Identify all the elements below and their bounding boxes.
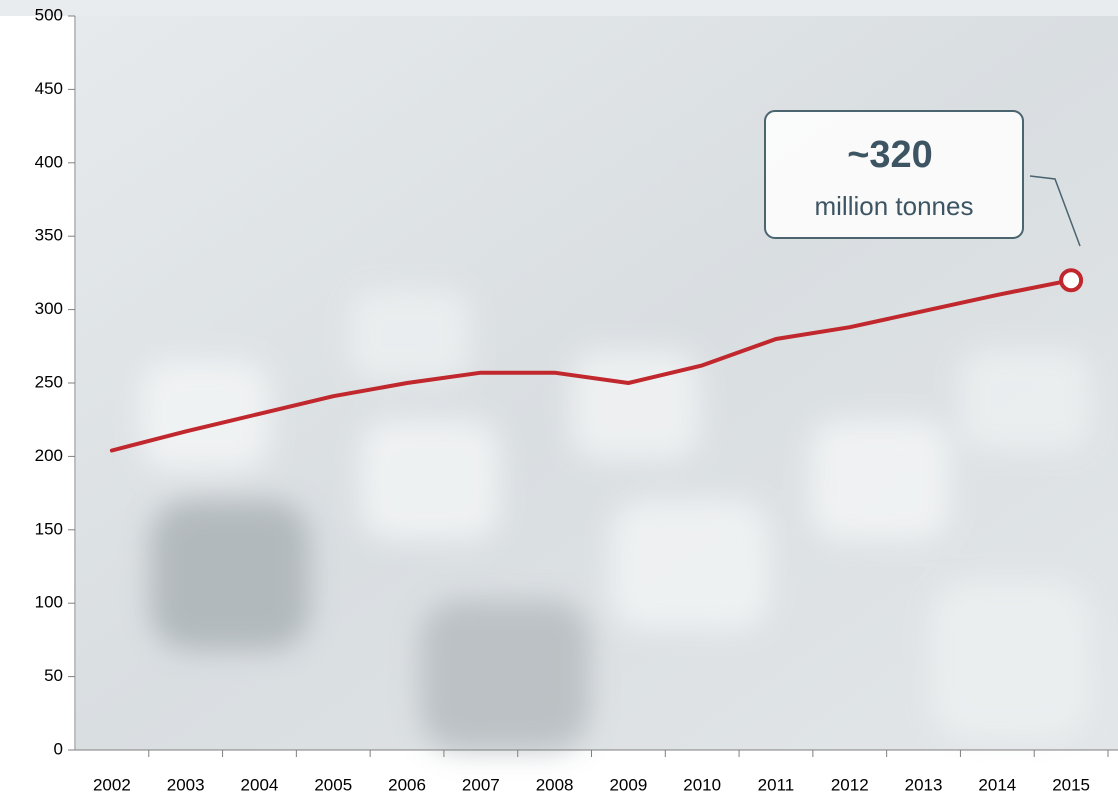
y-tick-label: 100 — [35, 593, 63, 612]
x-tick-label: 2012 — [831, 775, 869, 794]
y-tick-label: 150 — [35, 519, 63, 538]
x-tick-label: 2004 — [241, 775, 279, 794]
callout-unit: million tonnes — [815, 191, 974, 221]
x-tick-label: 2005 — [314, 775, 352, 794]
x-tick-label: 2011 — [758, 775, 795, 794]
callout-leader — [1029, 175, 1081, 247]
x-tick-label: 2013 — [905, 775, 943, 794]
x-tick-label: 2014 — [978, 775, 1016, 794]
x-tick-label: 2015 — [1052, 775, 1090, 794]
x-tick-label: 2002 — [93, 775, 131, 794]
x-tick-label: 2009 — [609, 775, 647, 794]
top-strip — [0, 0, 1118, 16]
y-tick-label: 350 — [35, 226, 63, 245]
callout-box — [764, 110, 1024, 239]
y-tick-label: 200 — [35, 446, 63, 465]
y-tick-label: 450 — [35, 79, 63, 98]
y-tick-label: 50 — [44, 666, 63, 685]
y-tick-label: 250 — [35, 372, 63, 391]
x-tick-label: 2007 — [462, 775, 500, 794]
x-tick-label: 2008 — [536, 775, 574, 794]
line — [109, 278, 1074, 453]
callout-value: ~320 — [847, 134, 933, 176]
callout: ~320 million tonnes — [764, 110, 1081, 247]
x-tick-label: 2003 — [167, 775, 205, 794]
y-tick-label: 0 — [54, 739, 63, 758]
y-tick-label: 500 — [35, 5, 63, 24]
x-tick-label: 2010 — [683, 775, 721, 794]
y-tick-label: 300 — [35, 299, 63, 318]
x-tick-label: 2006 — [388, 775, 426, 794]
y-tick-label: 400 — [35, 152, 63, 171]
end-marker — [1059, 268, 1084, 293]
